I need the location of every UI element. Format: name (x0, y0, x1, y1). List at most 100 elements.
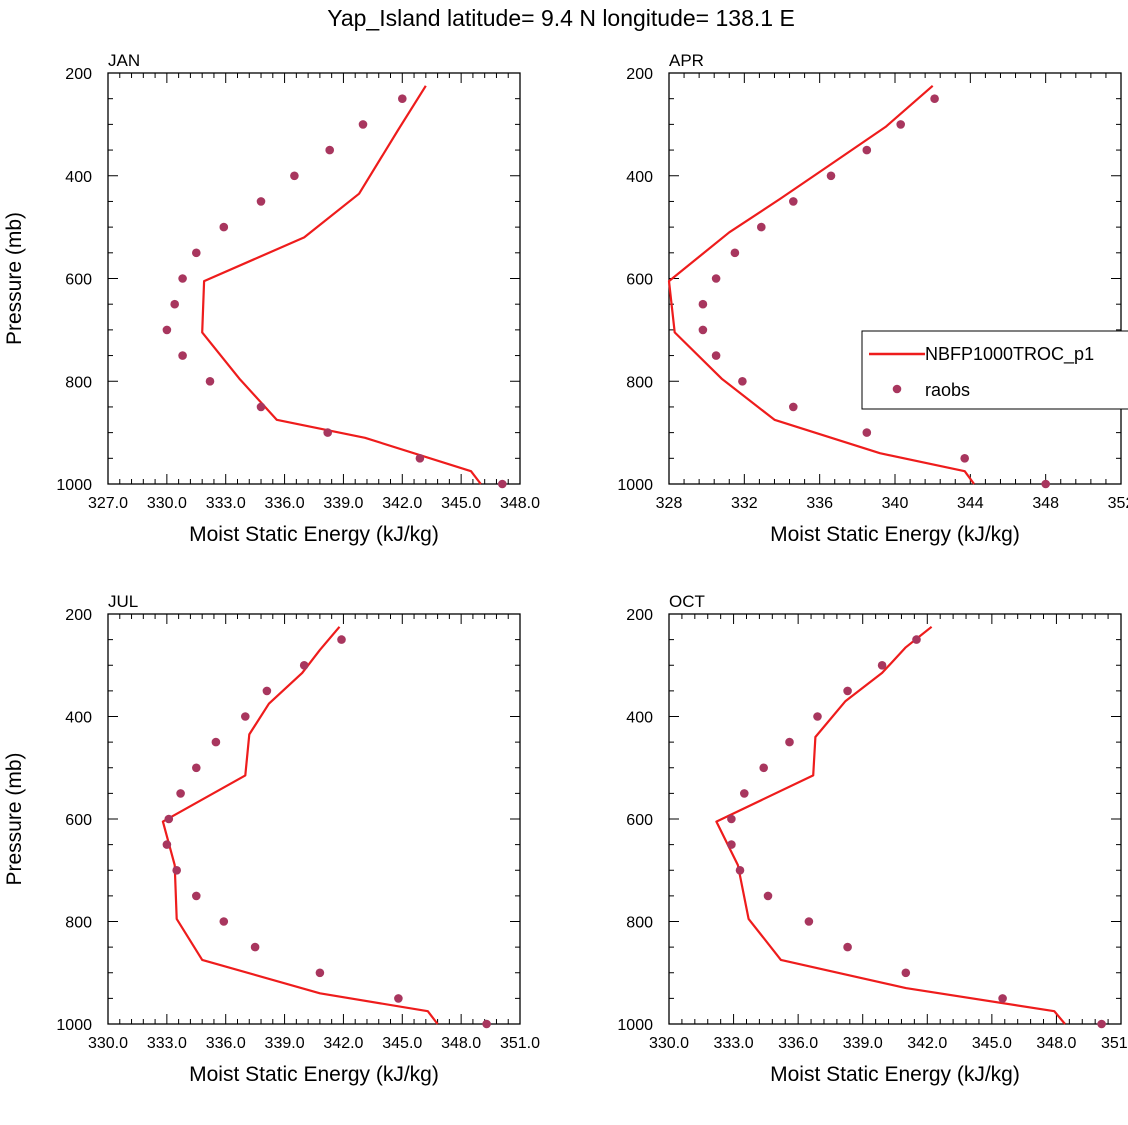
x-tick-label: 348 (1032, 495, 1059, 512)
y-tick-label: 600 (626, 272, 653, 289)
obs-point (192, 248, 201, 258)
obs-point (711, 351, 721, 360)
y-tick-label: 200 (65, 607, 92, 624)
y-axis-label: Pressure (mb) (3, 752, 26, 885)
y-tick-label: 200 (65, 66, 92, 83)
y-tick-label: 400 (626, 169, 653, 186)
obs-point (1097, 1019, 1106, 1029)
legend-obs-label: raobs (925, 380, 970, 400)
obs-point (862, 145, 872, 155)
obs-point (250, 942, 260, 952)
obs-point (325, 145, 335, 155)
x-tick-label: 330.0 (649, 1035, 689, 1052)
obs-point (960, 454, 969, 463)
obs-point (219, 222, 229, 232)
y-tick-label: 800 (65, 915, 92, 932)
x-tick-label: 345.0 (382, 1035, 422, 1052)
model-series-line (715, 625, 1066, 1025)
panel-label: APR (669, 51, 704, 70)
y-tick-label: 200 (626, 66, 653, 83)
obs-point (164, 814, 174, 824)
obs-point (698, 299, 708, 309)
x-tick-label: 327.0 (88, 495, 128, 512)
model-series-line (161, 626, 439, 1025)
obs-point (1041, 479, 1050, 489)
y-tick-label: 1000 (617, 477, 653, 494)
obs-point (176, 789, 185, 798)
y-tick-label: 600 (65, 812, 92, 829)
y-tick-label: 1000 (617, 1017, 653, 1034)
obs-point (998, 994, 1007, 1003)
x-axis-label: Moist Static Energy (kJ/kg) (189, 1063, 439, 1086)
obs-point (315, 968, 325, 978)
obs-point (337, 635, 346, 644)
x-tick-label: 330.0 (147, 495, 187, 512)
plot-frame (107, 72, 521, 485)
y-tick-label: 600 (626, 812, 653, 829)
obs-point (192, 891, 201, 901)
obs-point (763, 891, 773, 901)
x-tick-label: 351.0 (500, 1035, 540, 1052)
obs-point (730, 248, 740, 258)
obs-point (415, 454, 425, 463)
panels-layer: JAN 327.0 330.0 333.0 336.0 339.0 342.0 345.0 34… (3, 51, 1128, 1086)
obs-point (211, 737, 221, 747)
obs-point (877, 661, 887, 670)
obs-point (290, 171, 299, 181)
x-tick-label: 342.0 (382, 495, 422, 512)
x-tick-label: 339.0 (323, 495, 363, 512)
y-tick-label: 1000 (56, 1017, 92, 1034)
x-tick-label: 336.0 (778, 1035, 818, 1052)
x-tick-label: 351.0 (1101, 1035, 1128, 1052)
figure-title: Yap_Island latitude= 9.4 N longitude= 13… (327, 5, 795, 31)
obs-point (727, 814, 736, 824)
y-tick-label: 800 (626, 374, 653, 391)
panel-label: JUL (108, 592, 138, 611)
panel-jan: JAN 327.0 330.0 333.0 336.0 339.0 342.0 345.0 34… (3, 51, 540, 546)
x-tick-label: 342.0 (907, 1035, 947, 1052)
obs-point (172, 866, 181, 875)
obs-point (178, 351, 187, 360)
obs-point (735, 866, 745, 875)
obs-point (843, 942, 852, 952)
panel-label: OCT (669, 592, 705, 611)
x-axis-label: Moist Static Energy (kJ/kg) (189, 523, 439, 546)
obs-point (241, 712, 250, 721)
obs-point (826, 171, 836, 181)
obs-point (162, 325, 172, 335)
legend: NBFP1000TROC_p1 raobs (861, 330, 1128, 410)
obs-point (323, 428, 333, 437)
x-tick-label: 342.0 (323, 1035, 363, 1052)
x-tick-label: 348.0 (441, 1035, 481, 1052)
obs-point (789, 402, 798, 412)
panel-label: JAN (108, 51, 140, 70)
obs-point (299, 661, 309, 670)
x-tick-label: 345.0 (972, 1035, 1012, 1052)
panel-oct: OCT 330.0 333.0 336.0 339.0 342.0 345.0 348.0 35… (617, 592, 1128, 1086)
x-tick-label: 328 (656, 495, 683, 512)
obs-point (219, 917, 229, 926)
obs-point (262, 686, 272, 696)
obs-point (162, 840, 172, 849)
x-tick-label: 330.0 (88, 1035, 128, 1052)
x-tick-label: 352 (1108, 495, 1128, 512)
obs-point (170, 299, 179, 309)
obs-point (256, 197, 266, 206)
x-tick-label: 348.0 (1036, 1035, 1076, 1052)
obs-point (930, 94, 939, 103)
y-tick-label: 400 (626, 710, 653, 727)
x-tick-label: 348.0 (500, 495, 540, 512)
plot-frame (668, 72, 1122, 485)
obs-point (785, 737, 794, 747)
obs-point (901, 968, 911, 978)
x-tick-label: 333.0 (147, 1035, 187, 1052)
obs-point (757, 222, 766, 232)
obs-point (727, 840, 736, 849)
obs-point (804, 917, 814, 926)
y-tick-label: 1000 (56, 477, 92, 494)
panel-apr: APR 328 332 336 340 344 348 352 200 400 600 800 1000… (617, 51, 1128, 546)
plot-frame (668, 613, 1122, 1025)
obs-point (498, 479, 507, 489)
x-tick-label: 336 (806, 495, 833, 512)
y-tick-label: 400 (65, 169, 92, 186)
